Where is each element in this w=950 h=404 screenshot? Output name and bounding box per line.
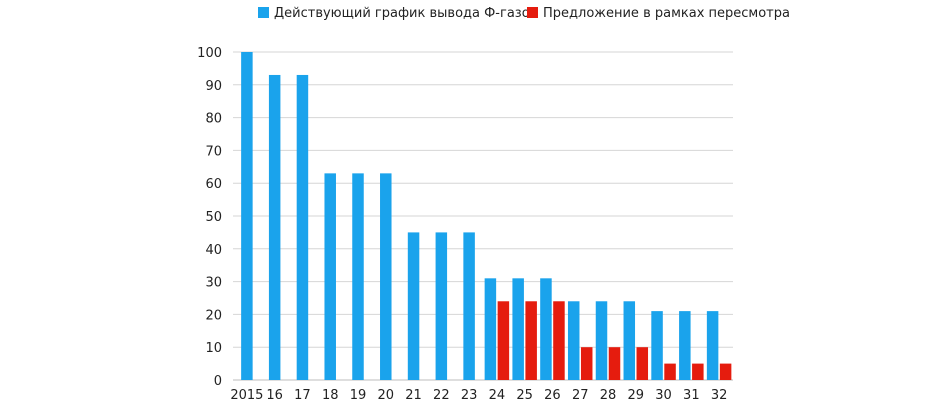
y-tick-label: 90 [205, 79, 222, 94]
y-axis-tick-labels: 0 10 20 30 40 50 60 70 80 90 100 [197, 46, 222, 389]
bar-series-1-20 [380, 173, 392, 380]
legend-label-series-1: Действующий график вывода Ф-газов [274, 6, 537, 21]
x-tick-label: 30 [655, 388, 672, 403]
y-tick-label: 20 [205, 308, 222, 323]
y-tick-label: 0 [214, 374, 222, 389]
bar-series-1-25 [512, 278, 524, 380]
bar-series-1-27 [567, 301, 580, 380]
bar-series-1-29 [623, 301, 636, 380]
bar-series-1-22 [435, 232, 448, 380]
bar-series-1-2015 [241, 52, 253, 380]
x-tick-label: 26 [544, 388, 561, 403]
bar-series-1-23 [463, 232, 475, 380]
x-axis-tick-labels: 2015 16 17 18 19 20 21 22 23 24 25 26 27 28 29 30 31 32 [230, 388, 727, 403]
x-tick-label: 21 [405, 388, 422, 403]
bar-series-2-30 [664, 363, 676, 380]
bar-series [241, 52, 732, 381]
bar-series-1-19 [352, 173, 364, 380]
legend: Действующий график вывода Ф-газов Предло… [258, 6, 790, 21]
x-tick-label: 19 [350, 388, 367, 403]
legend-swatch-series-2 [527, 7, 538, 18]
x-tick-label: 27 [572, 388, 589, 403]
bar-series-2-25 [525, 301, 537, 380]
bar-series-2-26 [553, 301, 565, 380]
bar-series-1-17 [296, 74, 309, 381]
bar-series-1-26 [540, 278, 552, 380]
x-tick-label: 31 [683, 388, 700, 403]
y-tick-label: 30 [205, 276, 222, 291]
x-tick-label: 28 [600, 388, 617, 403]
y-tick-label: 60 [205, 177, 222, 192]
bar-series-2-29 [636, 347, 649, 380]
bar-series-1-21 [407, 232, 420, 380]
x-tick-label: 23 [461, 388, 478, 403]
bar-series-1-32 [706, 311, 719, 380]
y-tick-label: 100 [197, 46, 222, 61]
x-tick-label: 16 [266, 388, 283, 403]
y-tick-label: 10 [205, 341, 222, 356]
grid-lines [233, 51, 733, 381]
legend-swatch-series-1 [258, 7, 269, 18]
bar-series-1-31 [679, 311, 691, 380]
bar-series-1-24 [484, 278, 497, 380]
x-tick-label: 25 [516, 388, 533, 403]
x-tick-label: 22 [433, 388, 450, 403]
y-tick-label: 70 [205, 144, 222, 159]
bar-series-1-16 [268, 74, 281, 381]
y-tick-label: 80 [205, 112, 222, 127]
bar-series-2-31 [692, 363, 704, 380]
x-tick-label: 20 [378, 388, 395, 403]
x-tick-label: 24 [489, 388, 506, 403]
bar-series-1-30 [651, 311, 663, 380]
y-tick-label: 40 [205, 243, 222, 258]
bar-series-2-24 [497, 301, 510, 380]
y-tick-label: 50 [205, 210, 222, 225]
x-tick-label: 29 [628, 388, 645, 403]
bar-series-1-18 [324, 173, 336, 380]
x-tick-label: 2015 [230, 388, 263, 403]
bar-series-2-28 [608, 347, 621, 380]
legend-label-series-2: Предложение в рамках пересмотра [543, 6, 790, 21]
x-tick-label: 32 [711, 388, 728, 403]
x-tick-label: 18 [322, 388, 339, 403]
bar-series-1-28 [595, 301, 608, 380]
x-tick-label: 17 [294, 388, 311, 403]
bar-series-2-32 [719, 363, 732, 380]
bar-series-2-27 [580, 347, 593, 380]
